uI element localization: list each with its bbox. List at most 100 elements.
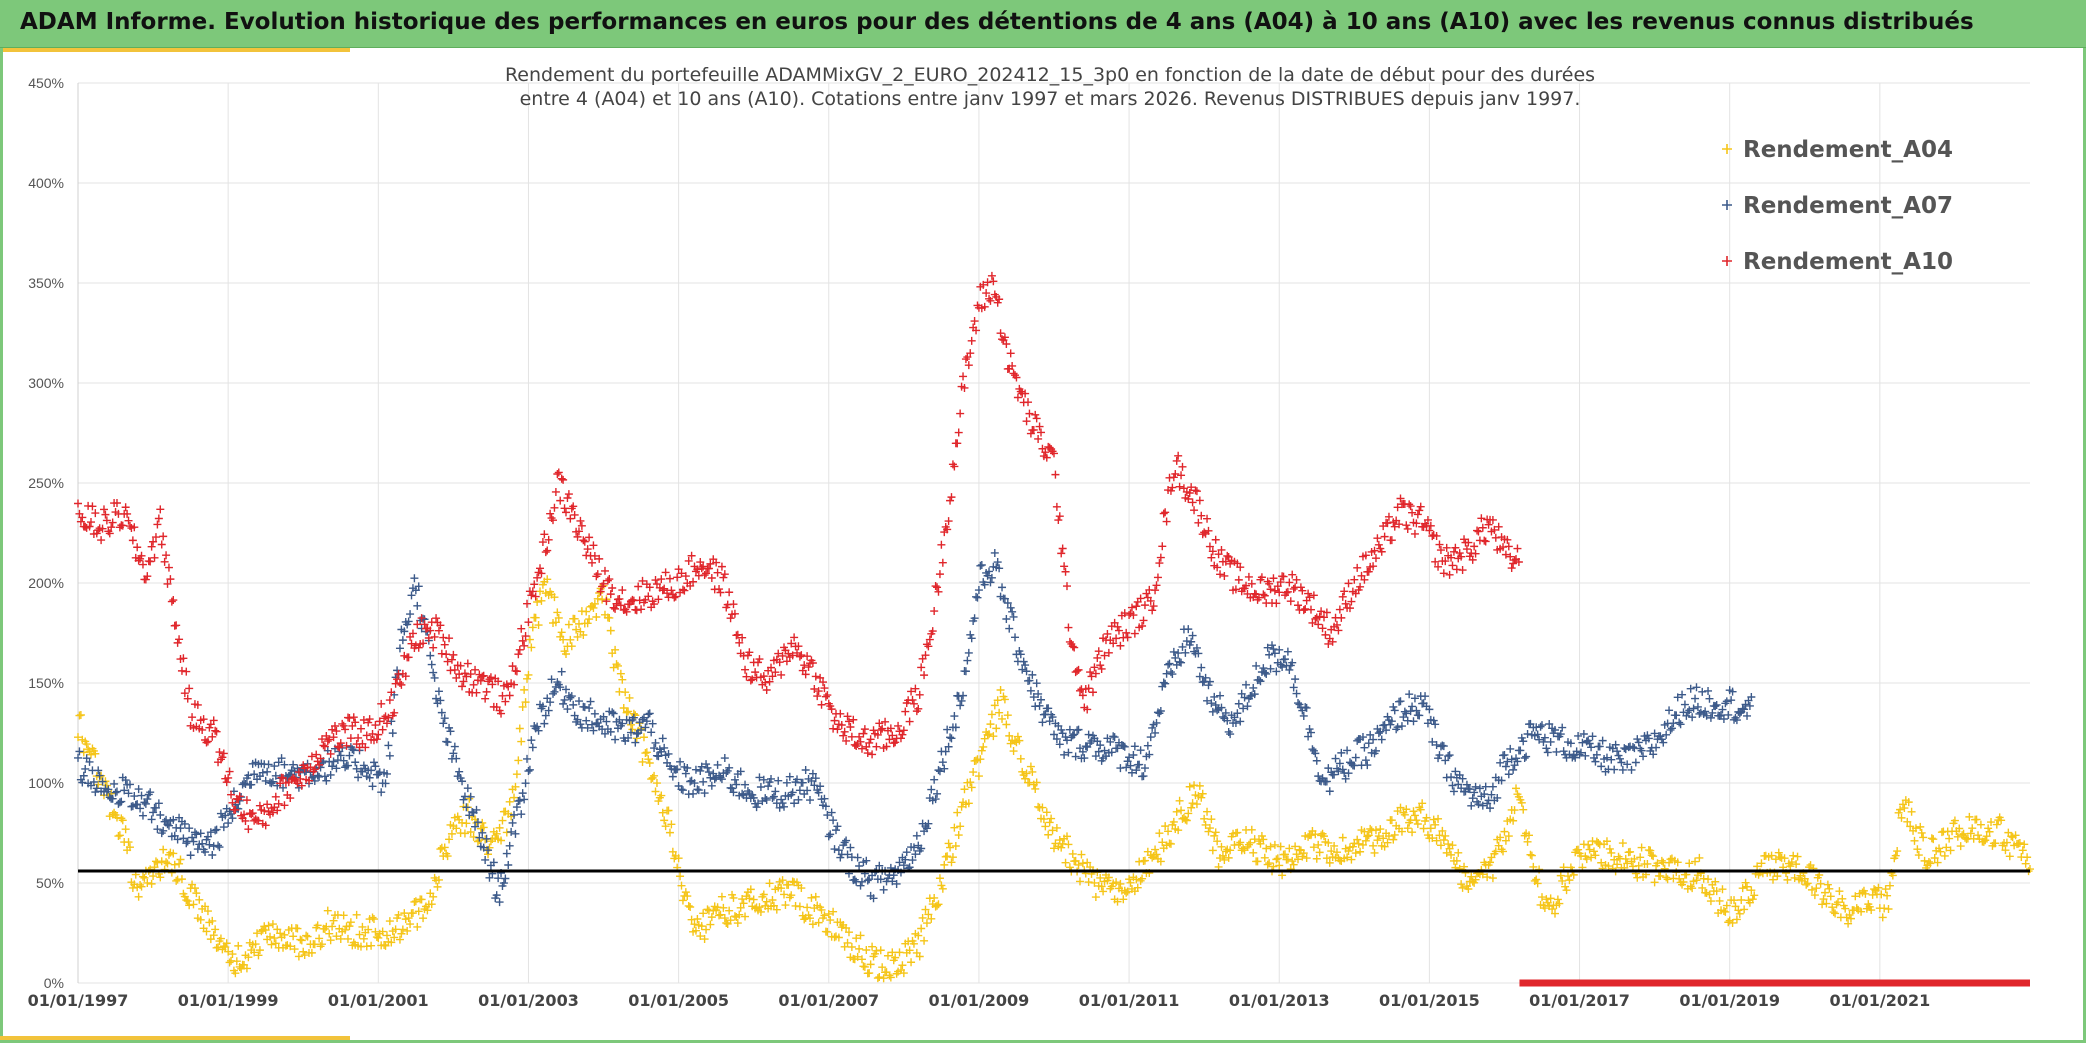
point-a07 [1236,717,1245,726]
point-a10 [583,545,592,554]
point-a10 [1090,663,1099,672]
point-a07 [690,779,699,788]
point-a07 [626,728,635,737]
point-a04 [834,933,843,942]
point-a04 [157,857,166,866]
point-a07 [1445,751,1454,760]
point-a04 [920,936,929,945]
point-a04 [1618,839,1627,848]
point-a10 [663,589,672,598]
point-a07 [455,767,464,776]
point-a10 [130,523,139,532]
point-a10 [751,668,760,677]
point-a04 [990,701,999,710]
point-a07 [382,769,391,778]
point-a04 [1289,860,1298,869]
point-a07 [947,734,956,743]
point-a10 [644,592,653,601]
point-a10 [729,600,738,609]
point-a10 [137,551,146,560]
point-a04 [1979,837,1988,846]
point-a07 [1239,704,1248,713]
point-a07 [228,814,237,823]
point-a07 [1693,702,1702,711]
point-a07 [185,824,194,833]
point-a07 [369,758,378,767]
point-a07 [1387,717,1396,726]
point-a04 [1591,851,1600,860]
point-a10 [889,739,898,748]
point-a04 [1140,856,1149,865]
point-a07 [798,778,807,787]
point-a07 [911,850,920,859]
point-a10 [202,738,211,747]
point-a04 [823,927,832,936]
point-a10 [240,810,249,819]
point-a07 [827,808,836,817]
point-a04 [1177,806,1186,815]
point-a07 [414,582,423,591]
point-a07 [1576,748,1585,757]
point-a04 [1099,887,1108,896]
point-a10 [933,583,942,592]
point-a07 [313,771,322,780]
point-a04 [1930,854,1939,863]
point-a07 [274,758,283,767]
point-a10 [260,807,269,816]
point-a04 [1558,876,1567,885]
point-a07 [1675,718,1684,727]
page-title: ADAM Informe. Evolution historique des p… [20,9,1974,35]
point-a10 [1471,549,1480,558]
point-a04 [1371,826,1380,835]
point-a07 [1302,703,1311,712]
point-a07 [1649,750,1658,759]
point-a04 [883,951,892,960]
point-a07 [1698,687,1707,696]
point-a07 [777,795,786,804]
point-a10 [794,642,803,651]
point-a07 [1585,739,1594,748]
point-a04 [1650,878,1659,887]
point-a10 [684,556,693,565]
point-a10 [173,638,182,647]
point-a10 [746,676,755,685]
point-a04 [1499,847,1508,856]
point-a07 [1294,699,1302,708]
point-a04 [190,884,199,893]
point-a04 [1929,835,1938,844]
point-a04 [937,881,946,890]
point-a04 [195,895,204,904]
point-a04 [1997,816,2006,825]
point-a07 [1181,648,1190,657]
point-a04 [905,946,914,955]
point-a07 [1708,708,1717,717]
point-a10 [1294,601,1302,610]
point-a10 [1289,584,1298,593]
point-a07 [1519,737,1528,746]
point-a07 [1289,683,1298,692]
point-a10 [1356,582,1365,591]
point-a10 [1266,585,1275,594]
point-a07 [112,787,121,796]
point-a07 [544,706,553,715]
point-a10 [660,584,669,593]
point-a07 [489,858,498,867]
point-a04 [572,625,581,634]
point-a04 [1022,769,1031,778]
point-a07 [146,788,155,797]
point-a07 [946,733,955,742]
point-a10 [419,639,428,648]
point-a04 [564,620,573,629]
point-a10 [797,651,806,660]
point-a04 [1221,847,1230,856]
point-a10 [947,493,956,502]
point-a07 [1587,743,1596,752]
point-a04 [406,920,415,929]
point-a07 [449,749,458,758]
point-a07 [1272,667,1281,676]
point-a10 [1012,373,1021,382]
point-a04 [2020,840,2029,849]
point-a10 [248,809,257,818]
point-a07 [1107,748,1116,757]
point-a07 [1397,722,1406,731]
